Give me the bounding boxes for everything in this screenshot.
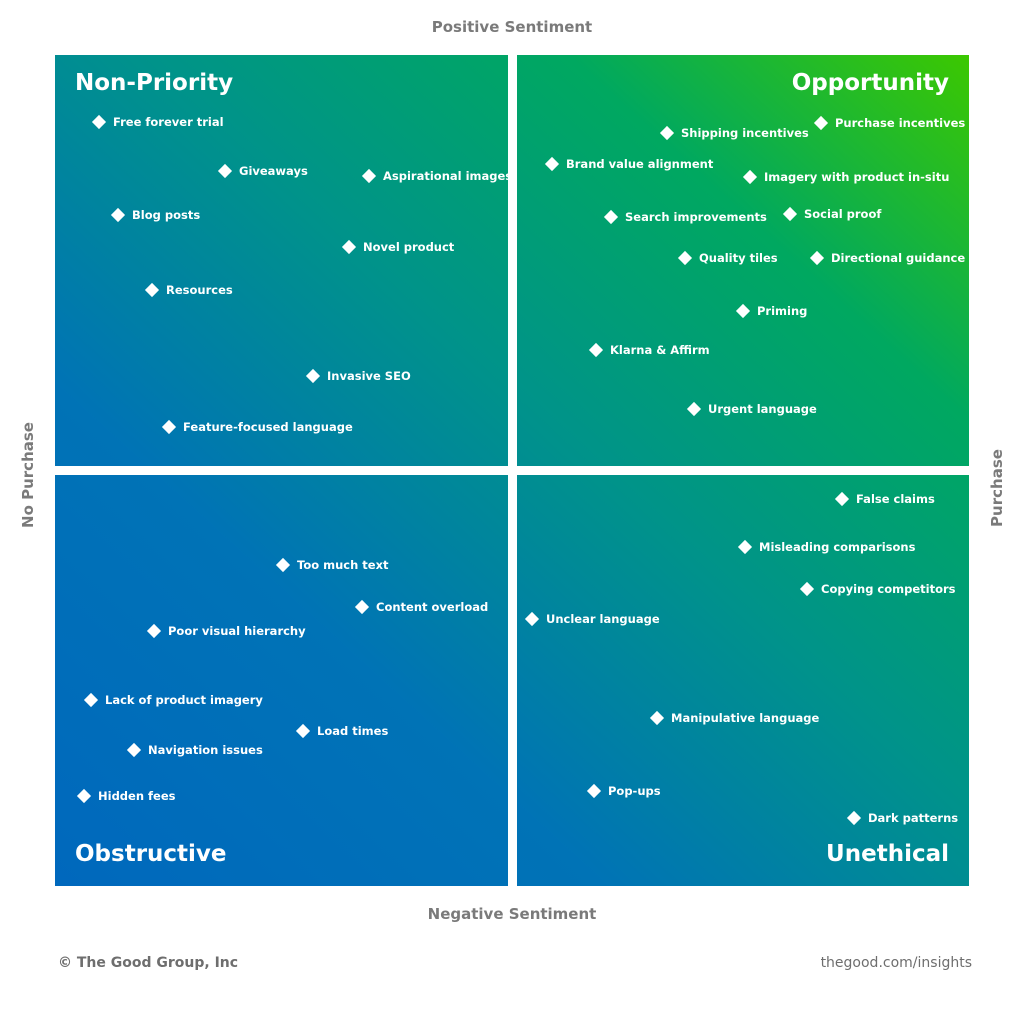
quadrant-item: Feature-focused language xyxy=(161,419,353,435)
item-label: Content overload xyxy=(376,600,489,614)
item-label: Quality tiles xyxy=(699,251,778,265)
axis-label-positive-sentiment: Positive Sentiment xyxy=(431,18,593,36)
quadrant-item: Poor visual hierarchy xyxy=(146,623,306,639)
item-label: Invasive SEO xyxy=(327,369,411,383)
horizontal-divider xyxy=(55,466,969,475)
quadrant-item: Imagery with product in-situ xyxy=(742,169,950,185)
quadrant-item: Brand value alignment xyxy=(544,156,714,172)
quadrant-item: Shipping incentives xyxy=(659,125,809,141)
item-label: Too much text xyxy=(297,558,389,572)
item-label: Poor visual hierarchy xyxy=(168,624,306,638)
quadrant-item: Directional guidance xyxy=(809,250,966,266)
quadrant-item: Content overload xyxy=(354,599,489,615)
quadrant-item: Invasive SEO xyxy=(305,368,411,384)
quadrant-item: Blog posts xyxy=(110,207,201,223)
quadrant-item: Pop-ups xyxy=(586,783,661,799)
quadrant-title-non-priority: Non-Priority xyxy=(75,70,234,96)
quadrant-item: Navigation issues xyxy=(126,742,263,758)
item-label: Unclear language xyxy=(546,612,660,626)
quadrant-item: False claims xyxy=(834,491,935,507)
item-label: Navigation issues xyxy=(148,743,263,757)
item-label: Load times xyxy=(317,724,389,738)
quadrant-item: Social proof xyxy=(782,206,882,222)
quadrant-item: Hidden fees xyxy=(76,788,176,804)
item-label: Misleading comparisons xyxy=(759,540,916,554)
quadrant-title-opportunity: Opportunity xyxy=(791,70,949,96)
quadrant-item: Dark patterns xyxy=(846,810,959,826)
item-label: Feature-focused language xyxy=(183,420,353,434)
footer-url[interactable]: thegood.com/insights xyxy=(820,955,972,971)
quadrant-item: Manipulative language xyxy=(649,710,820,726)
quadrant-item: Too much text xyxy=(275,557,389,573)
item-label: Imagery with product in-situ xyxy=(764,170,950,184)
item-label: Priming xyxy=(757,304,808,318)
item-label: Klarna & Affirm xyxy=(610,343,710,357)
item-label: Pop-ups xyxy=(608,784,661,798)
axis-label-negative-sentiment: Negative Sentiment xyxy=(427,905,597,923)
quadrant-item: Priming xyxy=(735,303,808,319)
quadrant-item: Lack of product imagery xyxy=(83,692,263,708)
axis-label-no-purchase: No Purchase xyxy=(19,422,37,528)
item-label: Giveaways xyxy=(239,164,308,178)
quadrant-item: Purchase incentives xyxy=(813,115,966,131)
item-label: Resources xyxy=(166,283,233,297)
item-label: Hidden fees xyxy=(98,789,176,803)
item-label: Aspirational images xyxy=(383,169,513,183)
quadrant-item: Copying competitors xyxy=(799,581,956,597)
axis-label-purchase: Purchase xyxy=(988,449,1006,527)
quadrant-item: Novel product xyxy=(341,239,455,255)
item-label: False claims xyxy=(856,492,935,506)
quadrant-item: Free forever trial xyxy=(91,114,224,130)
item-label: Dark patterns xyxy=(868,811,959,825)
quadrant-item: Klarna & Affirm xyxy=(588,342,710,358)
quadrant-item: Aspirational images xyxy=(361,168,513,184)
quadrant-item: Search improvements xyxy=(603,209,767,225)
item-label: Social proof xyxy=(804,207,882,221)
item-label: Lack of product imagery xyxy=(105,693,263,707)
quadrant-item: Load times xyxy=(295,723,389,739)
copyright: © The Good Group, Inc xyxy=(58,955,239,971)
item-label: Shipping incentives xyxy=(681,126,809,140)
item-label: Free forever trial xyxy=(113,115,224,129)
item-label: Directional guidance xyxy=(831,251,966,265)
item-label: Blog posts xyxy=(132,208,201,222)
quadrant-title-unethical: Unethical xyxy=(826,841,949,867)
item-label: Novel product xyxy=(363,240,455,254)
item-label: Search improvements xyxy=(625,210,767,224)
quadrant-item: Misleading comparisons xyxy=(737,539,916,555)
item-label: Copying competitors xyxy=(821,582,956,596)
quadrant-item: Urgent language xyxy=(686,401,817,417)
quadrant-title-obstructive: Obstructive xyxy=(75,841,227,867)
quadrant-item: Unclear language xyxy=(524,611,660,627)
item-label: Manipulative language xyxy=(671,711,820,725)
item-label: Urgent language xyxy=(708,402,817,416)
quadrant-item: Quality tiles xyxy=(677,250,778,266)
item-label: Brand value alignment xyxy=(566,157,714,171)
quadrant-item: Resources xyxy=(144,282,233,298)
item-label: Purchase incentives xyxy=(835,116,966,130)
quadrant-item: Giveaways xyxy=(217,163,308,179)
